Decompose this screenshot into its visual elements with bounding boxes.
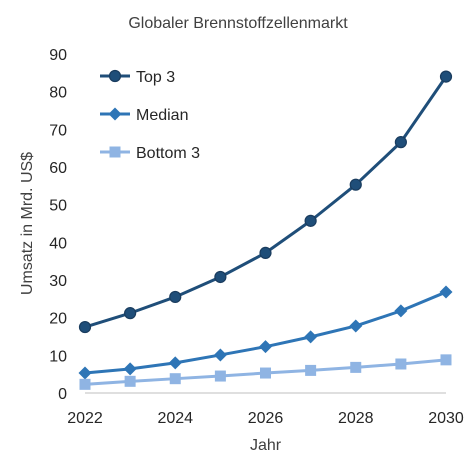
y-tick-label: 30 <box>49 273 67 290</box>
series-bottom-3 <box>79 354 452 390</box>
x-tick-label: 2022 <box>67 410 103 427</box>
data-point <box>260 367 271 379</box>
y-tick-label: 70 <box>49 122 67 139</box>
legend-item: Top 3 <box>100 69 175 86</box>
data-point <box>78 366 92 380</box>
legend-label: Top 3 <box>136 69 175 86</box>
data-point <box>350 361 362 373</box>
data-point <box>439 285 453 299</box>
x-tick-label: 2026 <box>248 410 284 427</box>
y-tick-label: 90 <box>49 47 67 64</box>
data-point <box>79 378 91 390</box>
series-top-3 <box>78 70 453 334</box>
legend-marker <box>108 69 122 83</box>
y-axis-ticks: 0 10 20 30 40 50 60 70 80 90 <box>49 47 67 403</box>
legend-marker <box>108 107 122 121</box>
x-tick-label: 2024 <box>157 410 193 427</box>
data-point <box>169 373 181 385</box>
data-point <box>214 270 227 284</box>
data-point <box>394 136 407 149</box>
legend-item: Bottom 3 <box>100 145 200 162</box>
chart-title: Globaler Brennstoffzellenmarkt <box>128 15 348 32</box>
x-axis-ticks: 2022 2024 2026 2028 2030 <box>67 410 464 427</box>
data-point <box>395 358 407 370</box>
data-point <box>78 320 92 334</box>
series-layer <box>78 70 453 390</box>
data-point <box>349 178 362 191</box>
x-tick-label: 2030 <box>428 410 464 427</box>
legend-marker <box>109 146 121 158</box>
legend-label: Bottom 3 <box>136 145 200 162</box>
y-axis-label: Umsatz in Mrd. US$ <box>19 152 36 295</box>
data-point <box>305 364 317 376</box>
data-point <box>169 290 182 304</box>
data-point <box>304 214 317 227</box>
data-point <box>214 370 226 382</box>
legend-label: Median <box>136 107 188 124</box>
data-point <box>168 356 182 370</box>
legend-item: Median <box>100 107 188 124</box>
data-point <box>259 340 272 354</box>
data-point <box>213 348 227 362</box>
data-point <box>440 354 452 366</box>
y-tick-label: 10 <box>49 348 67 365</box>
series-median <box>78 285 453 380</box>
y-tick-label: 60 <box>49 160 67 177</box>
x-tick-label: 2028 <box>338 410 374 427</box>
y-tick-label: 40 <box>49 235 67 252</box>
y-tick-label: 50 <box>49 198 67 215</box>
data-point <box>124 307 137 320</box>
series-line <box>84 290 447 375</box>
y-tick-label: 0 <box>58 386 67 403</box>
data-point <box>123 362 137 376</box>
data-point <box>124 375 136 387</box>
y-tick-label: 80 <box>49 85 67 102</box>
data-point <box>394 304 408 318</box>
data-point <box>439 70 453 83</box>
x-axis-label: Jahr <box>250 437 282 454</box>
legend: Top 3 Median Bottom 3 <box>100 69 200 162</box>
data-point <box>259 246 272 259</box>
data-point <box>349 319 363 333</box>
data-point <box>304 330 318 344</box>
y-tick-label: 20 <box>49 311 67 328</box>
